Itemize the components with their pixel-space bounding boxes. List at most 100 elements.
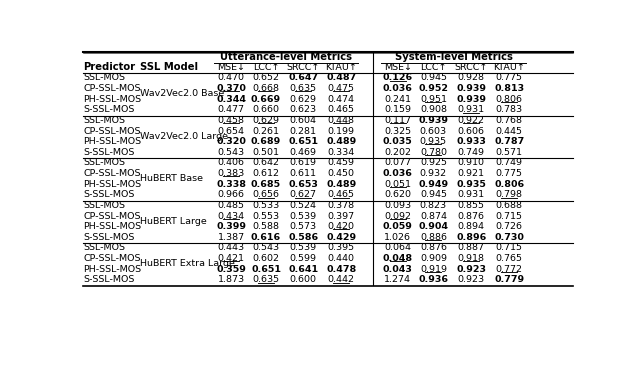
Text: 0.489: 0.489 (326, 137, 356, 146)
Text: LCC↑: LCC↑ (420, 63, 447, 72)
Text: 0.543: 0.543 (252, 244, 280, 252)
Text: 0.922: 0.922 (458, 116, 485, 125)
Text: 0.780: 0.780 (420, 148, 447, 157)
Text: 0.939: 0.939 (456, 95, 486, 104)
Text: Wav2Vec2.0 Large: Wav2Vec2.0 Large (140, 132, 228, 141)
Text: 0.923: 0.923 (458, 276, 485, 284)
Text: CP-SSL-MOS: CP-SSL-MOS (83, 169, 141, 178)
Text: 0.765: 0.765 (496, 254, 523, 263)
Text: 0.429: 0.429 (326, 233, 356, 242)
Text: 0.775: 0.775 (496, 73, 523, 82)
Text: System-level Metrics: System-level Metrics (395, 52, 513, 62)
Text: 0.886: 0.886 (420, 233, 447, 242)
Text: SSL-MOS: SSL-MOS (83, 201, 125, 210)
Text: 0.775: 0.775 (496, 169, 523, 178)
Text: 0.036: 0.036 (383, 84, 413, 93)
Text: 0.619: 0.619 (290, 158, 317, 168)
Text: 0.445: 0.445 (496, 127, 523, 136)
Text: 0.035: 0.035 (383, 137, 413, 146)
Text: 0.616: 0.616 (251, 233, 281, 242)
Text: 0.470: 0.470 (218, 73, 244, 82)
Text: 1.026: 1.026 (384, 233, 412, 242)
Text: 0.465: 0.465 (328, 190, 355, 200)
Text: 0.571: 0.571 (496, 148, 523, 157)
Text: 0.730: 0.730 (495, 233, 524, 242)
Text: 0.931: 0.931 (458, 105, 485, 114)
Text: 0.604: 0.604 (290, 116, 317, 125)
Text: 0.635: 0.635 (290, 84, 317, 93)
Text: 0.261: 0.261 (253, 127, 280, 136)
Text: 0.093: 0.093 (384, 201, 412, 210)
Text: 0.383: 0.383 (218, 169, 244, 178)
Text: 0.421: 0.421 (218, 254, 244, 263)
Text: 0.477: 0.477 (218, 105, 244, 114)
Text: 0.921: 0.921 (458, 169, 485, 178)
Text: 0.876: 0.876 (420, 244, 447, 252)
Text: 0.726: 0.726 (496, 222, 523, 231)
Text: 0.952: 0.952 (419, 84, 449, 93)
Text: HuBERT Extra Large: HuBERT Extra Large (140, 260, 236, 268)
Text: 0.910: 0.910 (458, 158, 485, 168)
Text: 0.641: 0.641 (288, 265, 318, 274)
Text: 0.823: 0.823 (420, 201, 447, 210)
Text: 0.904: 0.904 (419, 222, 449, 231)
Text: 0.092: 0.092 (384, 212, 412, 220)
Text: S-SSL-MOS: S-SSL-MOS (83, 105, 134, 114)
Text: 0.653: 0.653 (288, 180, 318, 189)
Text: 0.855: 0.855 (458, 201, 485, 210)
Text: 0.918: 0.918 (458, 254, 485, 263)
Text: 0.420: 0.420 (328, 222, 355, 231)
Text: 0.689: 0.689 (251, 137, 281, 146)
Text: 0.749: 0.749 (458, 148, 485, 157)
Text: 1.387: 1.387 (218, 233, 244, 242)
Text: 0.036: 0.036 (383, 169, 413, 178)
Text: 0.489: 0.489 (326, 180, 356, 189)
Text: 0.660: 0.660 (253, 105, 280, 114)
Text: 0.524: 0.524 (290, 201, 317, 210)
Text: 0.459: 0.459 (328, 158, 355, 168)
Text: 0.612: 0.612 (253, 169, 280, 178)
Text: HuBERT Large: HuBERT Large (140, 217, 207, 226)
Text: 0.465: 0.465 (328, 105, 355, 114)
Text: 0.159: 0.159 (384, 105, 412, 114)
Text: 0.923: 0.923 (456, 265, 486, 274)
Text: SSL-MOS: SSL-MOS (83, 244, 125, 252)
Text: 0.715: 0.715 (496, 244, 523, 252)
Text: PH-SSL-MOS: PH-SSL-MOS (83, 222, 141, 231)
Text: 0.281: 0.281 (290, 127, 317, 136)
Text: PH-SSL-MOS: PH-SSL-MOS (83, 180, 141, 189)
Text: 0.199: 0.199 (328, 127, 355, 136)
Text: 0.397: 0.397 (328, 212, 355, 220)
Text: S-SSL-MOS: S-SSL-MOS (83, 190, 134, 200)
Text: 0.501: 0.501 (253, 148, 280, 157)
Text: 1.274: 1.274 (384, 276, 412, 284)
Text: 0.896: 0.896 (456, 233, 486, 242)
Text: 0.787: 0.787 (494, 137, 524, 146)
Text: CP-SSL-MOS: CP-SSL-MOS (83, 212, 141, 220)
Text: 0.334: 0.334 (328, 148, 355, 157)
Text: 0.603: 0.603 (420, 127, 447, 136)
Text: 0.966: 0.966 (218, 190, 244, 200)
Text: 0.668: 0.668 (253, 84, 280, 93)
Text: 0.945: 0.945 (420, 190, 447, 200)
Text: 0.939: 0.939 (456, 84, 486, 93)
Text: 0.908: 0.908 (420, 105, 447, 114)
Text: MSE↓: MSE↓ (217, 63, 245, 72)
Text: 0.935: 0.935 (456, 180, 486, 189)
Text: 0.406: 0.406 (218, 158, 244, 168)
Text: 0.202: 0.202 (384, 148, 412, 157)
Text: 0.378: 0.378 (328, 201, 355, 210)
Text: 0.359: 0.359 (216, 265, 246, 274)
Text: PH-SSL-MOS: PH-SSL-MOS (83, 137, 141, 146)
Text: 0.126: 0.126 (383, 73, 413, 82)
Text: Utterance-level Metrics: Utterance-level Metrics (220, 52, 352, 62)
Text: 0.620: 0.620 (384, 190, 412, 200)
Text: LCC↑: LCC↑ (253, 63, 279, 72)
Text: SRCC↑: SRCC↑ (287, 63, 320, 72)
Text: 0.043: 0.043 (383, 265, 413, 274)
Text: 0.325: 0.325 (384, 127, 412, 136)
Text: 0.434: 0.434 (218, 212, 244, 220)
Text: 0.642: 0.642 (253, 158, 280, 168)
Text: PH-SSL-MOS: PH-SSL-MOS (83, 95, 141, 104)
Text: 0.573: 0.573 (290, 222, 317, 231)
